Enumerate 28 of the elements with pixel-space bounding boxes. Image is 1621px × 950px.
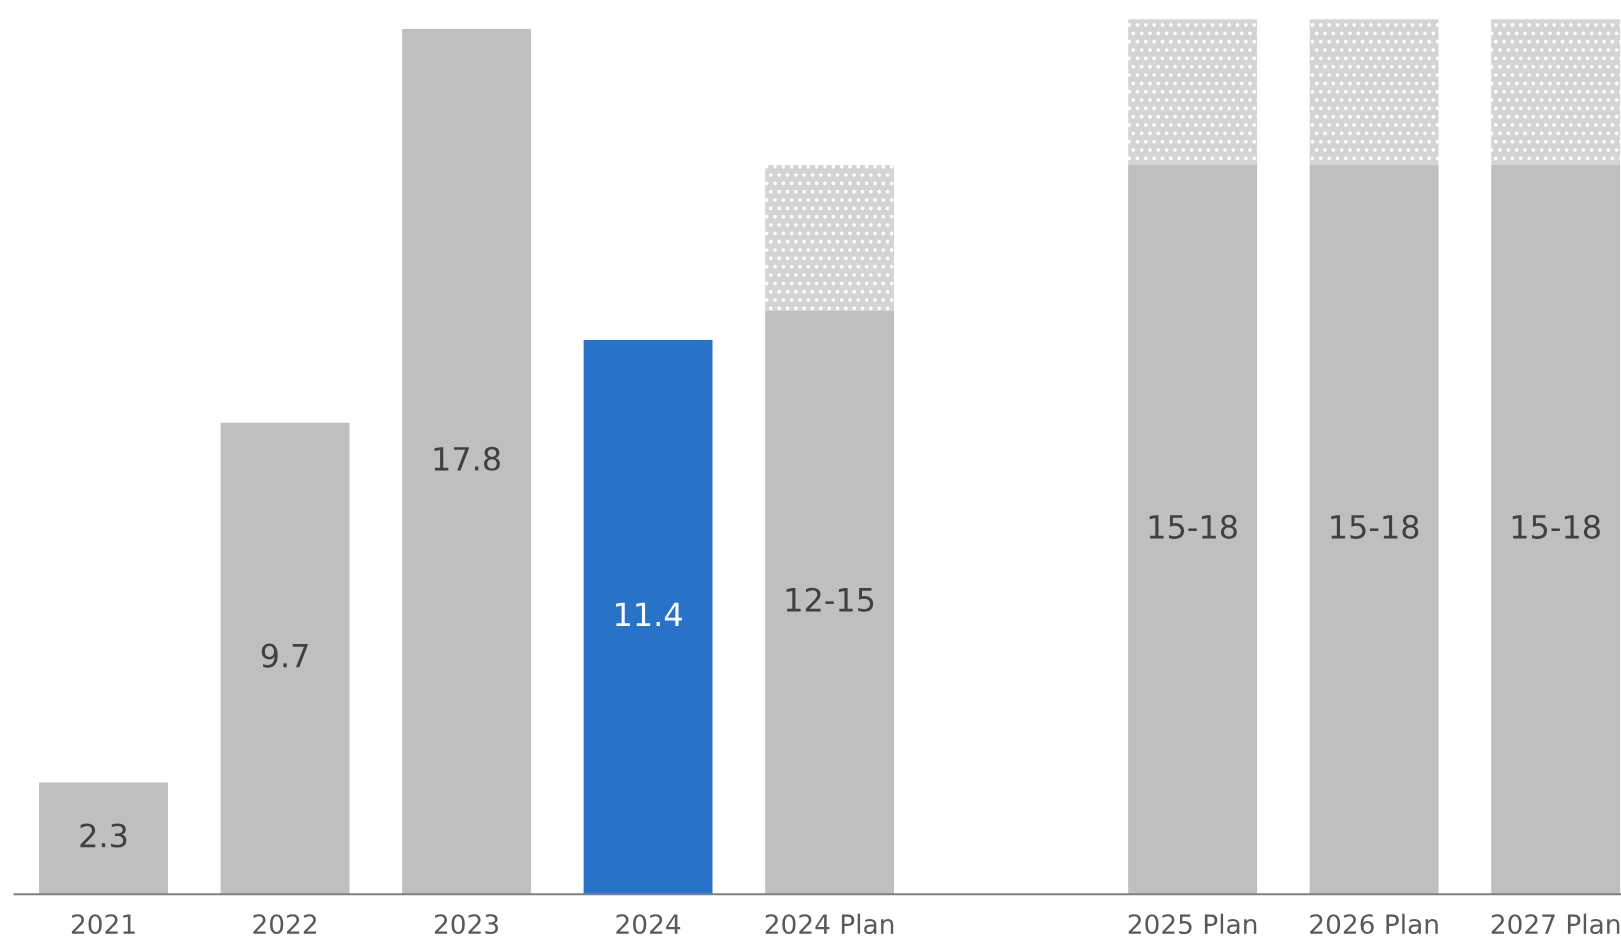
data-label: 15-18 [1149,514,1237,539]
data-label: 15-18 [1512,514,1600,539]
x-tick-label: 2024 Plan [765,913,894,935]
bar [1491,19,1621,166]
x-tick-label: 2025 Plan [1128,913,1257,935]
data-label: 2.3 [80,823,127,848]
bar [583,340,713,895]
x-tick-label: 2024 [616,914,681,935]
data-label: 17.8 [434,446,500,471]
x-tick-label: 2026 Plan [1310,913,1438,935]
bar [1309,165,1439,895]
bar [1128,165,1258,895]
data-label: 9.7 [261,643,308,668]
bar [765,310,895,895]
x-tick-label: 2022 [253,914,316,935]
data-label: 15-18 [1331,514,1419,539]
bar [39,782,168,895]
bar [402,28,531,895]
bar [1128,19,1258,166]
x-tick-label: 2027 Plan [1491,913,1620,935]
x-tick-label: 2021 [71,914,135,935]
data-label: 11.4 [616,602,682,626]
x-tick-label: 2023 [434,914,499,935]
bar [1309,19,1439,166]
data-label: 12-15 [786,587,874,612]
bar [1491,165,1621,895]
bar [220,422,350,895]
bar [765,165,895,311]
